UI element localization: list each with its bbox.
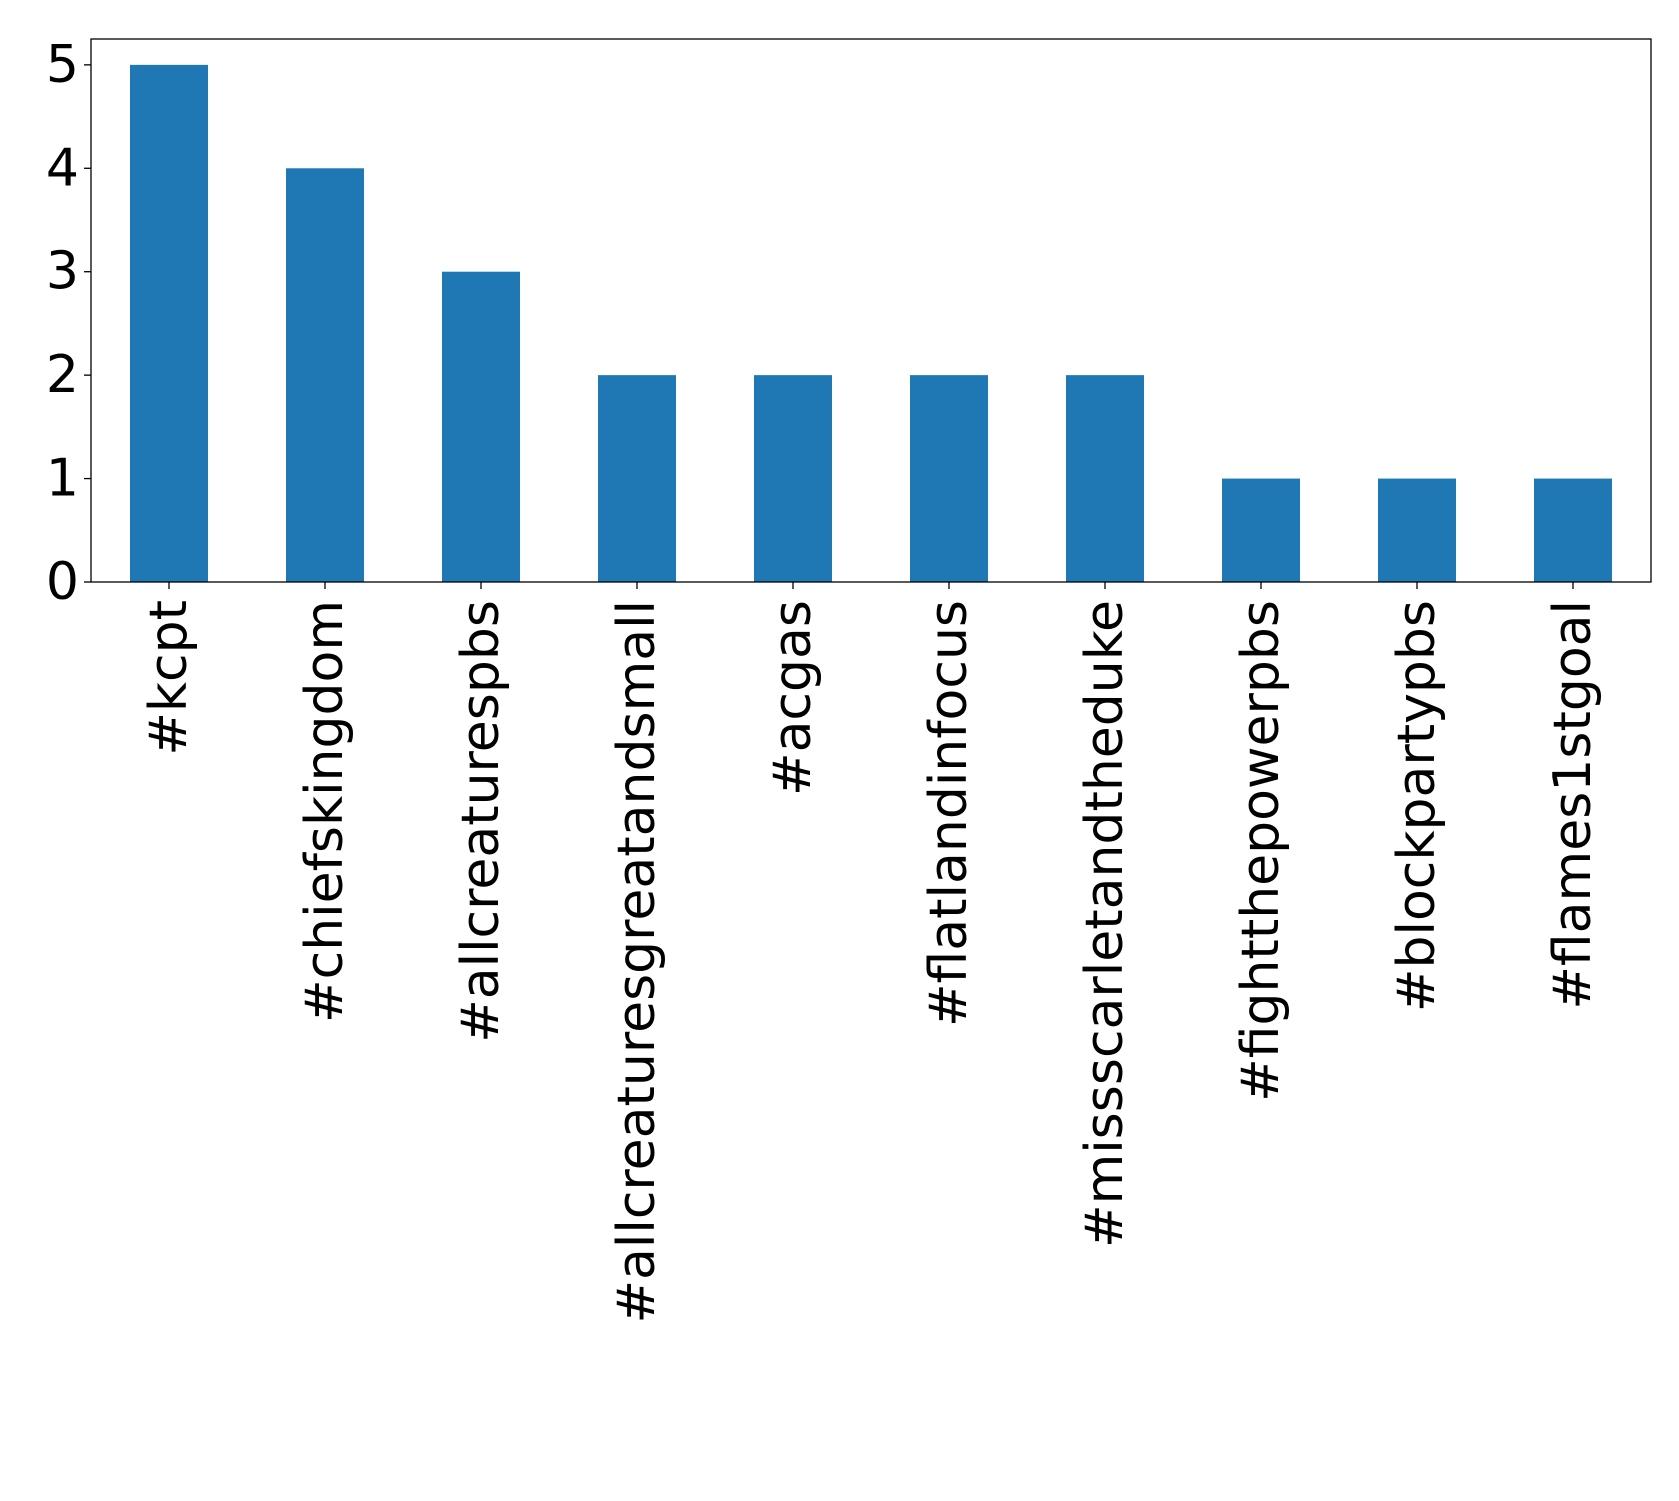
x-tick-label-5: #flatlandinfocus — [919, 600, 979, 1027]
bar-7 — [1222, 478, 1300, 582]
y-tick-label-3: 3 — [46, 242, 79, 302]
x-tick-label-7: #fightthepowerpbs — [1231, 600, 1291, 1102]
bar-4 — [754, 375, 832, 582]
bar-6 — [1066, 375, 1144, 582]
bars-group — [130, 64, 1612, 583]
x-axis: #kcpt #chiefskingdom #allcreaturespbs #allc… — [139, 582, 1603, 1324]
bar-9 — [1534, 478, 1612, 582]
x-tick-label-0: #kcpt — [139, 600, 199, 756]
x-tick-label-6: #missscarletandtheduke — [1075, 600, 1135, 1248]
x-tick-label-4: #acgas — [763, 600, 823, 796]
x-tick-label-8: #blockpartypbs — [1387, 600, 1447, 1012]
bar-3 — [598, 375, 676, 582]
x-tick-label-2: #allcreaturespbs — [451, 600, 511, 1043]
bar-5 — [910, 375, 988, 582]
y-tick-label-2: 2 — [46, 345, 79, 405]
plot-frame — [90, 38, 1652, 583]
bar-1 — [286, 168, 364, 583]
y-tick-label-4: 4 — [46, 138, 79, 198]
x-tick-label-1: #chiefskingdom — [295, 600, 355, 1023]
x-tick-label-9: #flames1stgoal — [1543, 600, 1603, 1010]
x-tick-label-3: #allcreaturesgreatandsmall — [607, 600, 667, 1324]
y-tick-label-0: 0 — [46, 552, 79, 612]
y-tick-label-1: 1 — [46, 449, 79, 509]
y-axis: 0 1 2 3 4 5 — [46, 35, 91, 612]
bar-2 — [442, 271, 520, 582]
bar-0 — [130, 64, 208, 583]
bar-8 — [1378, 478, 1456, 582]
y-tick-label-5: 5 — [46, 35, 79, 95]
